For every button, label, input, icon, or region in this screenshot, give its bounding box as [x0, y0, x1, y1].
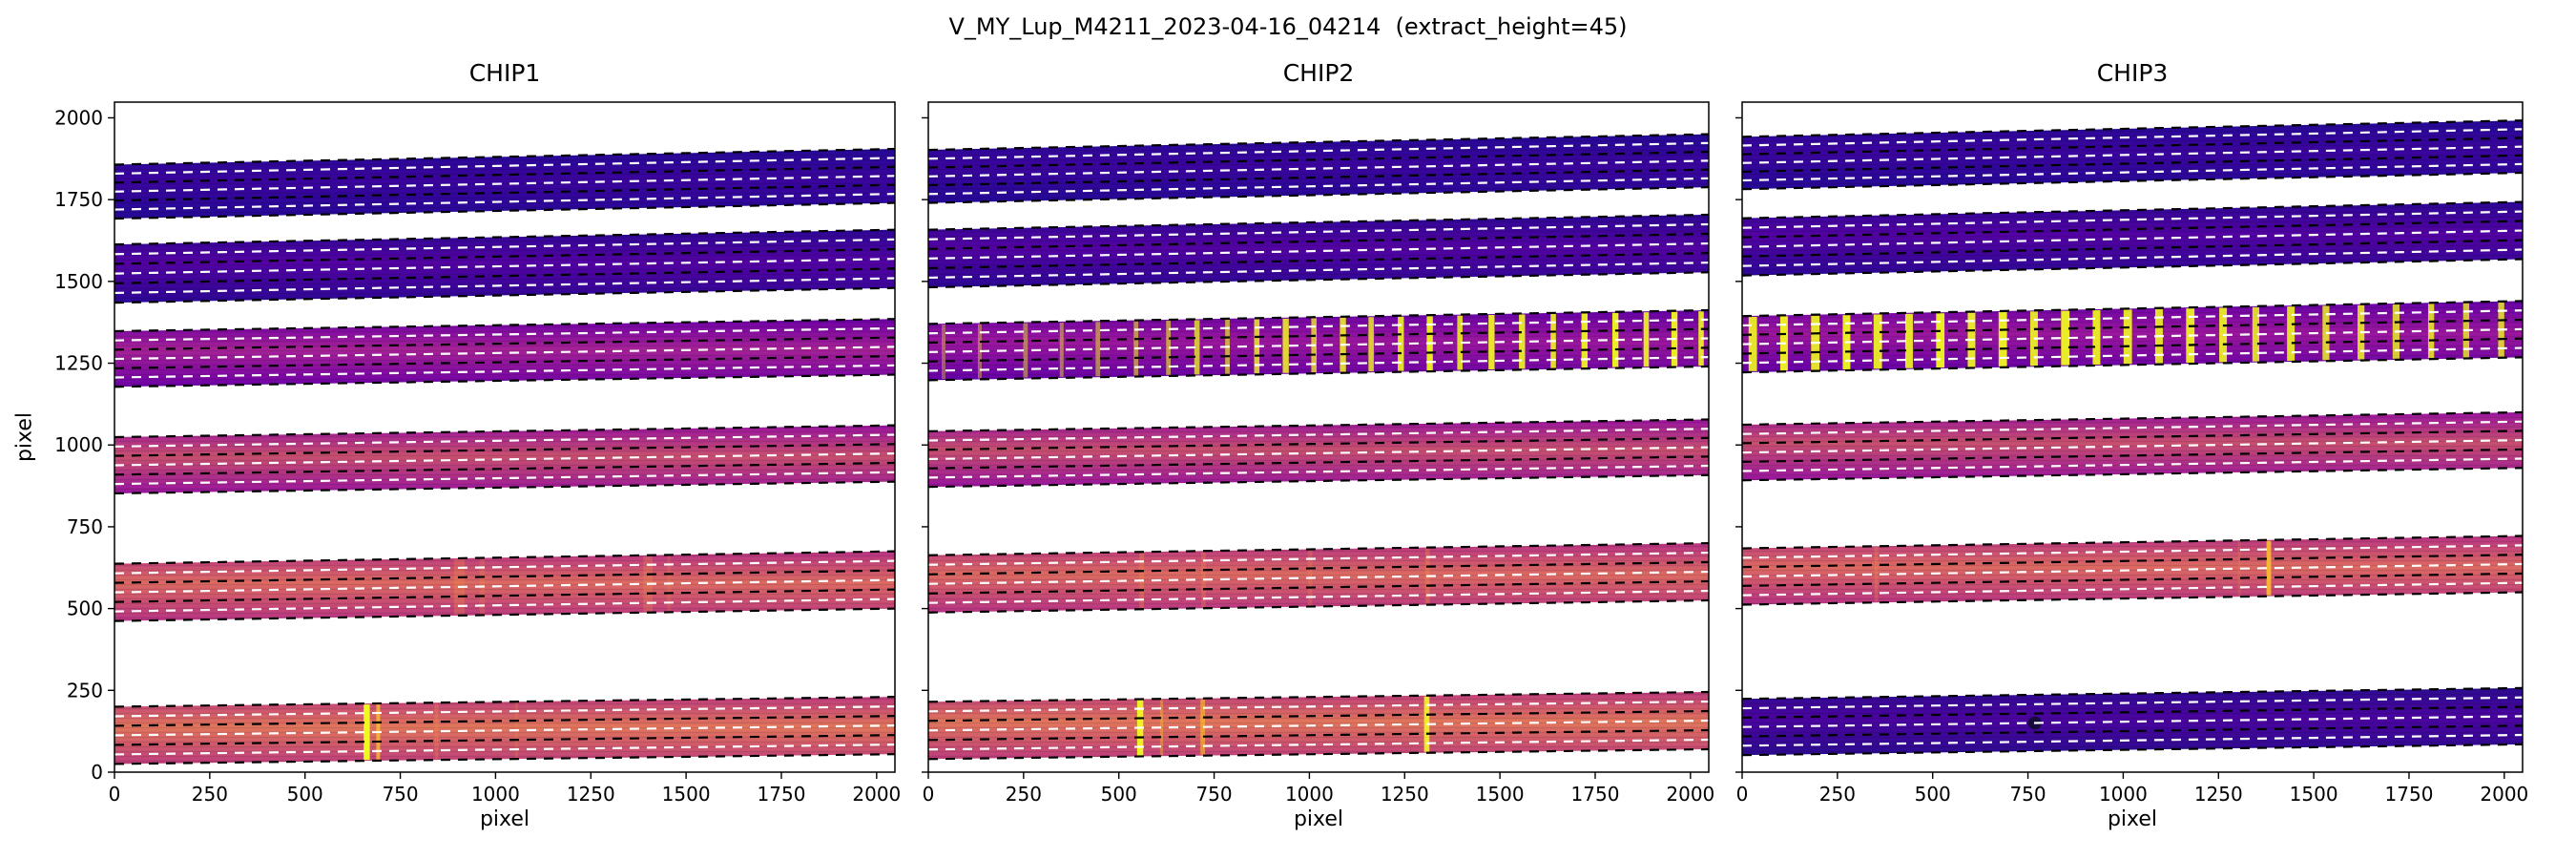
x-tick-label: 1250 [567, 783, 615, 806]
band-texture [928, 419, 1709, 488]
x-tick-label: 500 [287, 783, 323, 806]
panel-title-chip2: CHIP2 [1282, 59, 1355, 87]
x-tick-label: 250 [192, 783, 228, 806]
band-texture [114, 229, 895, 304]
band-texture [928, 214, 1709, 288]
x-tick-label: 0 [1736, 783, 1749, 806]
panel-title-chip1: CHIP1 [468, 59, 541, 87]
y-tick-label: 750 [67, 515, 103, 538]
x-tick-label: 750 [2009, 783, 2046, 806]
band-texture [928, 692, 1709, 760]
band-texture [1742, 535, 2523, 605]
band-texture [1742, 687, 2523, 756]
panel-title-chip3: CHIP3 [2096, 59, 2169, 87]
x-tick-label: 500 [1915, 783, 1951, 806]
x-axis-label-chip2: pixel [1293, 807, 1344, 831]
x-axis-label-chip1: pixel [479, 807, 530, 831]
panel-chip3: 0 250 500 750 1000 1250 1500 1750 2000 [1735, 101, 2528, 806]
band-texture [114, 551, 895, 621]
band-texture [928, 543, 1709, 613]
x-tick-label: 1750 [1571, 783, 1620, 806]
x-tick-label: 2000 [852, 783, 901, 806]
band-texture [928, 310, 1709, 381]
band-texture [114, 149, 895, 220]
x-axis-label-chip3: pixel [2107, 807, 2158, 831]
band-texture [114, 425, 895, 493]
axes-frame [927, 101, 1710, 773]
y-tick-label: 500 [67, 597, 103, 620]
band-texture [114, 319, 895, 388]
x-tick-label: 1250 [2194, 783, 2243, 806]
x-tick-label: 750 [382, 783, 418, 806]
x-tick-label: 1500 [662, 783, 711, 806]
axes-frame [1741, 101, 2524, 773]
y-tick-label: 2000 [54, 106, 103, 129]
x-tick-label: 2000 [1666, 783, 1714, 806]
y-tick-label: 0 [91, 761, 103, 784]
x-tick-label: 750 [1195, 783, 1232, 806]
x-tick-label: 500 [1101, 783, 1137, 806]
x-tick-label: 0 [923, 783, 935, 806]
band-texture [1742, 411, 2523, 481]
x-tick-label: 250 [1819, 783, 1856, 806]
panel-chip2: 0 250 500 750 1000 1250 1500 1750 2000 [922, 101, 1714, 806]
x-tick-label: 1000 [471, 783, 520, 806]
y-tick-label: 250 [67, 679, 103, 702]
y-tick-label: 1000 [54, 433, 103, 456]
x-tick-label: 250 [1006, 783, 1042, 806]
x-tick-label: 2000 [2480, 783, 2528, 806]
x-tick-label: 1000 [2099, 783, 2148, 806]
x-tick-label: 1000 [1285, 783, 1334, 806]
band-texture [928, 134, 1709, 203]
y-axis-label: pixel [12, 411, 37, 463]
x-tick-label: 1500 [1476, 783, 1525, 806]
band-texture [114, 697, 895, 765]
band-texture [1742, 301, 2523, 373]
x-tick-label: 0 [109, 783, 121, 806]
panel-chip1: 0 250 500 750 1000 1250 1500 1750 2000 0 250 500 750… [54, 101, 901, 806]
y-tick-label: 1250 [54, 352, 103, 375]
x-tick-label: 1500 [2290, 783, 2338, 806]
band-texture [1742, 201, 2523, 276]
axes-frame [114, 101, 896, 773]
band-texture [1742, 120, 2523, 190]
x-tick-label: 1750 [758, 783, 806, 806]
figure-title: V_MY_Lup_M4211_2023-04-16_04214 (extract… [948, 13, 1628, 40]
x-tick-label: 1250 [1381, 783, 1429, 806]
x-tick-label: 1750 [2385, 783, 2434, 806]
y-tick-label: 1750 [54, 188, 103, 211]
y-tick-label: 1500 [54, 270, 103, 293]
